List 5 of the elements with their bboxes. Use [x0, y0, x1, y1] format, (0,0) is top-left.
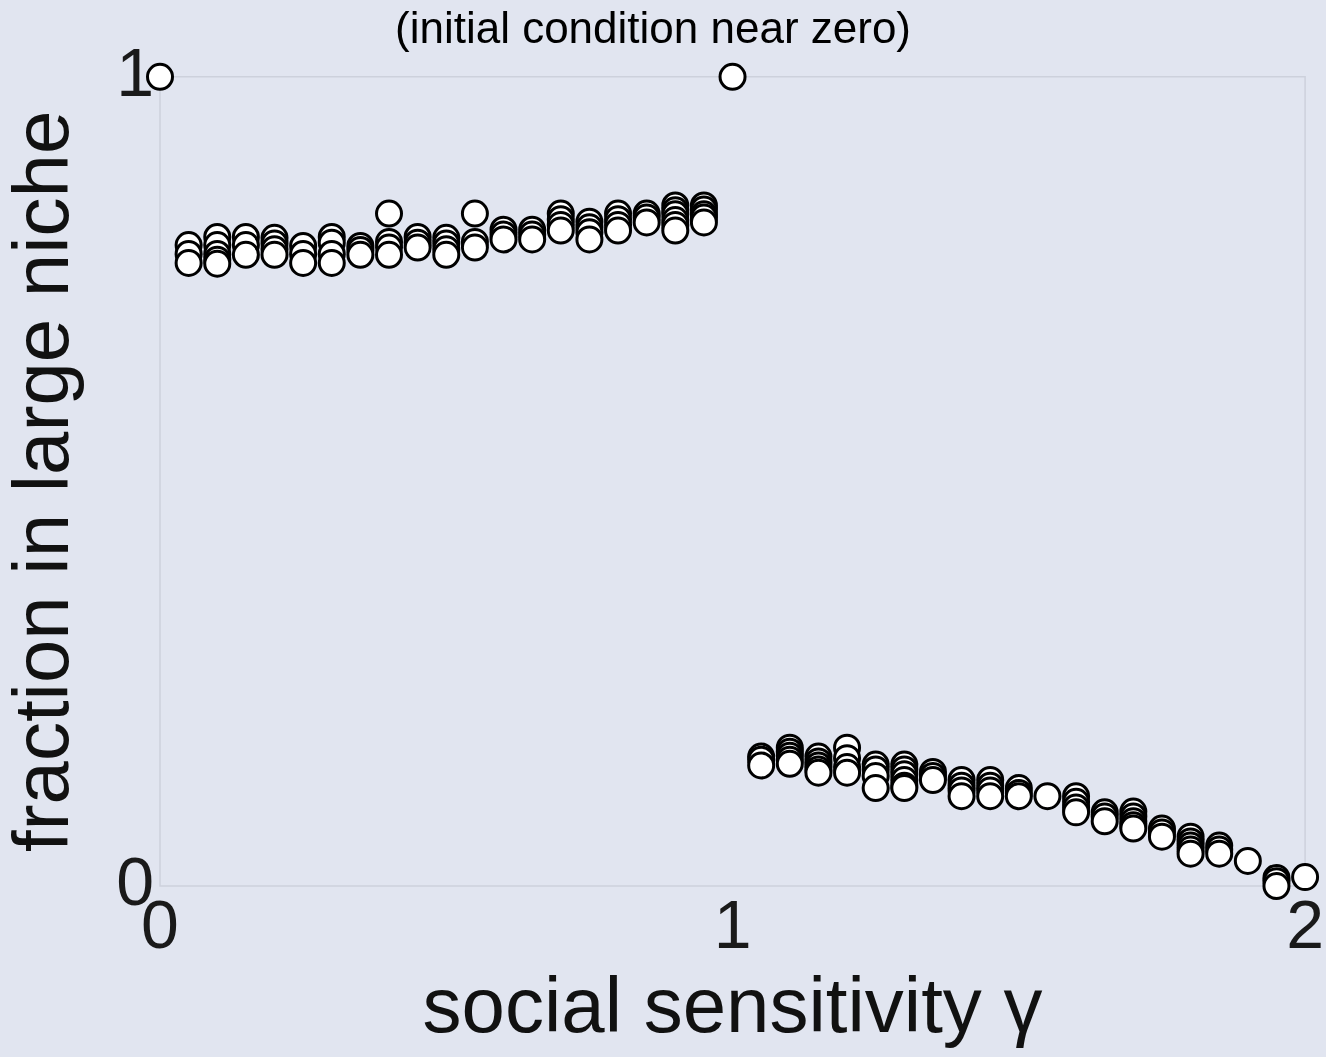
x-tick-label: 1 [713, 885, 752, 962]
y-axis-title: fraction in large niche [0, 110, 86, 853]
x-axis-title: social sensitivity γ [422, 960, 1043, 1049]
x-tick-label: 2 [1286, 885, 1324, 962]
chart-title: (initial condition near zero) [394, 2, 912, 52]
